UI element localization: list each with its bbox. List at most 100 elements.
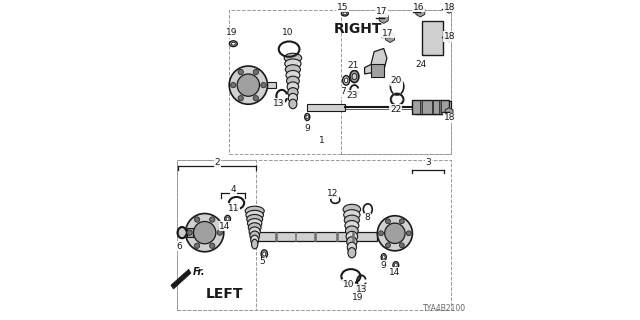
Text: Fr.: Fr.: [193, 267, 206, 276]
Bar: [187, 228, 193, 237]
Text: 13: 13: [273, 99, 284, 108]
Ellipse shape: [305, 114, 310, 121]
Text: 16: 16: [413, 3, 424, 12]
Text: 11: 11: [228, 204, 239, 213]
Circle shape: [253, 96, 259, 101]
Ellipse shape: [245, 206, 264, 216]
Circle shape: [187, 230, 192, 235]
Text: 9: 9: [381, 261, 387, 270]
Polygon shape: [416, 7, 425, 17]
Ellipse shape: [288, 88, 298, 97]
Ellipse shape: [343, 204, 360, 214]
Ellipse shape: [356, 284, 364, 290]
Ellipse shape: [352, 73, 356, 80]
Circle shape: [406, 231, 411, 236]
Ellipse shape: [262, 252, 266, 256]
Ellipse shape: [248, 219, 262, 228]
Bar: [307, 104, 346, 111]
Circle shape: [385, 223, 405, 244]
Circle shape: [238, 96, 243, 101]
Text: 18: 18: [444, 114, 455, 123]
Text: RIGHT: RIGHT: [334, 22, 383, 36]
Text: 3: 3: [426, 158, 431, 167]
Ellipse shape: [285, 65, 301, 74]
Text: 10: 10: [343, 280, 355, 289]
Text: 13: 13: [356, 284, 367, 293]
Ellipse shape: [286, 70, 300, 80]
Circle shape: [229, 66, 268, 104]
Ellipse shape: [225, 215, 230, 222]
Bar: [431, 100, 433, 115]
Bar: [352, 232, 354, 241]
Ellipse shape: [348, 242, 356, 252]
Text: 14: 14: [220, 222, 231, 231]
Text: 24: 24: [415, 60, 427, 69]
Text: 17: 17: [383, 29, 394, 38]
Ellipse shape: [287, 76, 300, 86]
Polygon shape: [445, 108, 453, 117]
Text: 12: 12: [327, 189, 339, 198]
Ellipse shape: [289, 93, 298, 103]
Bar: [252, 232, 378, 241]
Ellipse shape: [251, 235, 259, 245]
Circle shape: [378, 216, 412, 251]
Text: 19: 19: [352, 293, 364, 302]
Text: 20: 20: [391, 76, 402, 85]
Text: 4: 4: [230, 185, 236, 194]
Text: 10: 10: [282, 28, 294, 37]
Ellipse shape: [306, 115, 308, 119]
Circle shape: [195, 243, 200, 248]
Ellipse shape: [289, 99, 297, 109]
Bar: [294, 232, 296, 241]
Bar: [268, 82, 276, 88]
Text: 22: 22: [390, 105, 401, 114]
Ellipse shape: [342, 76, 349, 85]
Circle shape: [195, 217, 200, 222]
Ellipse shape: [261, 250, 268, 258]
Circle shape: [230, 83, 236, 88]
Circle shape: [399, 243, 404, 248]
Text: 2: 2: [214, 158, 220, 167]
Bar: [440, 100, 442, 115]
Ellipse shape: [346, 231, 358, 242]
Ellipse shape: [252, 239, 258, 249]
Ellipse shape: [249, 227, 260, 236]
Ellipse shape: [341, 11, 348, 16]
Ellipse shape: [231, 42, 236, 45]
Polygon shape: [380, 13, 388, 23]
Ellipse shape: [246, 210, 264, 220]
Polygon shape: [445, 4, 453, 13]
Text: 5: 5: [260, 258, 266, 267]
Ellipse shape: [284, 53, 301, 63]
Ellipse shape: [226, 217, 229, 221]
Text: 17: 17: [376, 7, 388, 16]
Bar: [336, 232, 338, 241]
Circle shape: [260, 83, 266, 88]
Circle shape: [253, 69, 259, 75]
Circle shape: [209, 217, 215, 222]
Ellipse shape: [346, 226, 358, 236]
Bar: [415, 101, 451, 114]
Ellipse shape: [287, 82, 299, 92]
Ellipse shape: [177, 227, 186, 238]
Circle shape: [193, 221, 216, 244]
Text: 21: 21: [348, 60, 359, 69]
Ellipse shape: [246, 214, 262, 224]
Text: 8: 8: [364, 213, 370, 222]
Bar: [420, 100, 422, 115]
Text: 1: 1: [319, 136, 324, 145]
Text: 14: 14: [388, 268, 400, 277]
Ellipse shape: [393, 262, 399, 269]
Polygon shape: [445, 33, 453, 42]
Text: TYA4B2100: TYA4B2100: [424, 304, 467, 313]
Ellipse shape: [350, 70, 359, 83]
Ellipse shape: [358, 286, 362, 289]
Polygon shape: [371, 64, 384, 77]
Ellipse shape: [285, 59, 301, 68]
Text: 18: 18: [444, 3, 455, 12]
Bar: [275, 232, 277, 241]
Bar: [314, 232, 316, 241]
Circle shape: [399, 219, 404, 224]
Ellipse shape: [250, 231, 259, 241]
Text: 18: 18: [444, 32, 455, 41]
